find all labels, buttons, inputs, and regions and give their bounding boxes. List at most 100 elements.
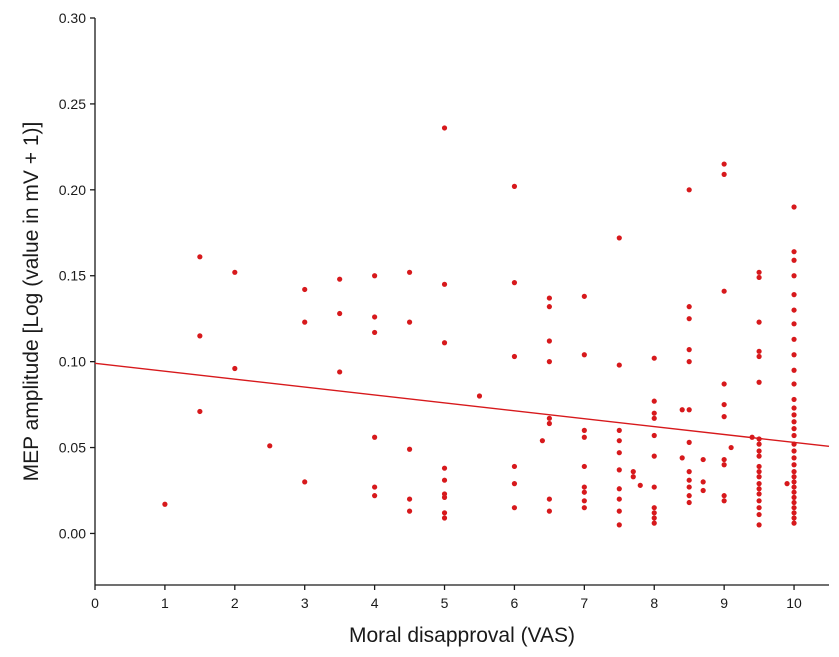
data-point xyxy=(546,295,552,301)
data-point xyxy=(637,482,643,488)
data-point xyxy=(581,484,587,490)
data-point xyxy=(197,408,203,415)
data-point xyxy=(756,511,762,518)
data-point xyxy=(441,125,448,131)
data-point xyxy=(651,515,657,521)
data-point xyxy=(679,455,685,461)
data-point xyxy=(721,171,727,177)
data-point xyxy=(791,321,797,327)
x-tick-label: 3 xyxy=(301,595,309,611)
data-point xyxy=(372,314,378,320)
data-point xyxy=(511,353,518,360)
data-point xyxy=(232,269,238,275)
data-point xyxy=(791,510,797,516)
data-point xyxy=(581,463,587,470)
data-point xyxy=(686,469,692,475)
data-point xyxy=(791,249,797,255)
data-point xyxy=(700,487,706,494)
data-point xyxy=(791,257,797,263)
y-tick-label: 0.20 xyxy=(59,182,86,198)
data-point xyxy=(721,288,727,294)
data-point xyxy=(791,307,797,313)
data-point xyxy=(756,481,762,487)
data-point xyxy=(441,281,448,287)
x-tick-label: 4 xyxy=(371,595,379,611)
data-point xyxy=(337,369,343,375)
x-tick-label: 8 xyxy=(650,595,658,611)
data-point xyxy=(756,319,762,325)
data-point xyxy=(630,474,636,480)
data-point xyxy=(581,352,587,358)
data-point xyxy=(756,491,762,497)
data-point xyxy=(406,446,413,452)
x-tick-label: 6 xyxy=(511,595,519,611)
data-point xyxy=(616,486,622,492)
data-point xyxy=(651,453,657,459)
data-point xyxy=(616,450,622,456)
data-point xyxy=(232,365,238,372)
data-point xyxy=(756,353,762,360)
data-point xyxy=(546,359,552,365)
data-point xyxy=(630,469,636,475)
x-tick-label: 9 xyxy=(720,595,728,611)
data-point xyxy=(302,479,308,485)
y-tick-label: 0.05 xyxy=(59,440,86,456)
data-point xyxy=(616,522,622,528)
data-point xyxy=(791,505,797,511)
data-point xyxy=(372,434,378,440)
x-tick-label: 0 xyxy=(91,595,99,611)
data-point xyxy=(546,496,552,502)
data-point xyxy=(406,496,413,502)
data-point xyxy=(791,479,797,485)
data-point xyxy=(791,292,797,298)
data-point xyxy=(302,286,308,293)
data-point xyxy=(581,498,587,504)
data-point xyxy=(791,469,797,475)
data-point xyxy=(651,510,657,516)
data-point xyxy=(616,427,622,433)
data-point xyxy=(651,415,657,421)
data-point xyxy=(700,479,706,485)
data-point xyxy=(581,505,587,511)
data-point xyxy=(756,348,762,354)
data-point xyxy=(581,293,587,299)
data-point xyxy=(546,415,552,421)
x-tick-label: 7 xyxy=(580,595,588,611)
data-point xyxy=(616,362,622,368)
data-point xyxy=(546,420,552,427)
y-axis-title: MEP amplitude [Log (value in mV + 1)] xyxy=(20,122,43,482)
data-point xyxy=(581,427,587,433)
data-point xyxy=(686,347,692,353)
data-point xyxy=(686,407,692,413)
data-point xyxy=(651,484,657,490)
data-point xyxy=(756,463,762,470)
data-point xyxy=(791,396,797,403)
data-point xyxy=(791,419,797,425)
data-point xyxy=(721,462,727,468)
data-point xyxy=(756,522,762,528)
data-point xyxy=(791,273,797,279)
data-point xyxy=(721,456,727,463)
x-tick-label: 1 xyxy=(161,595,169,611)
data-point xyxy=(616,467,622,473)
data-point xyxy=(791,336,797,342)
data-point xyxy=(756,274,762,281)
data-point xyxy=(721,401,727,408)
data-point xyxy=(791,426,797,432)
data-point xyxy=(791,494,797,500)
data-point xyxy=(728,444,734,451)
x-tick-label: 2 xyxy=(231,595,239,611)
data-point xyxy=(651,355,657,361)
regression-line-group xyxy=(94,362,830,448)
data-point xyxy=(372,484,378,490)
data-point xyxy=(686,316,692,322)
data-point xyxy=(651,520,657,526)
data-point xyxy=(756,505,762,511)
data-point xyxy=(791,367,797,373)
data-point xyxy=(162,501,168,507)
data-point xyxy=(791,432,797,439)
axes xyxy=(94,18,829,586)
data-points xyxy=(162,125,797,528)
data-point xyxy=(791,352,797,358)
data-point xyxy=(197,254,203,260)
